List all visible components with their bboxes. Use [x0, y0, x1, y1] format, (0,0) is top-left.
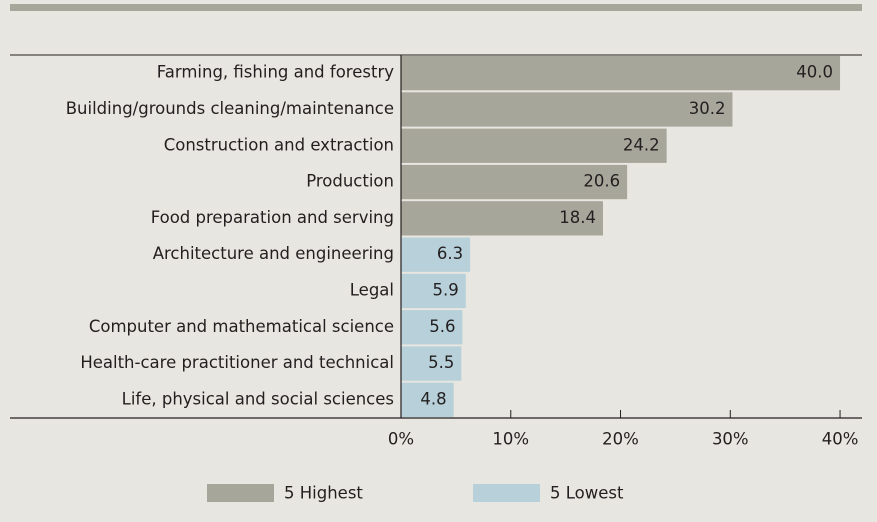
category-label: Construction and extraction: [164, 135, 394, 154]
value-label: 20.6: [583, 172, 620, 191]
category-label: Production: [306, 172, 394, 191]
x-tick-label: 10%: [492, 430, 529, 449]
legend-label: 5 Highest: [284, 484, 363, 503]
value-label: 5.6: [429, 317, 455, 336]
value-label: 4.8: [420, 389, 446, 408]
value-label: 40.0: [796, 63, 833, 82]
category-label: Building/grounds cleaning/maintenance: [66, 99, 394, 118]
x-tick-label: 0%: [388, 430, 414, 449]
category-label: Farming, fishing and forestry: [157, 63, 394, 82]
category-label: Legal: [350, 280, 394, 299]
header-bar: [10, 4, 862, 11]
category-label: Computer and mathematical science: [89, 317, 394, 336]
value-label: 5.5: [428, 353, 454, 372]
category-label: Architecture and engineering: [153, 244, 394, 263]
value-label: 6.3: [437, 244, 463, 263]
x-tick-label: 40%: [822, 430, 859, 449]
value-label: 5.9: [433, 280, 459, 299]
category-label: Health-care practitioner and technical: [80, 353, 394, 372]
value-label: 18.4: [559, 208, 596, 227]
value-label: 30.2: [689, 99, 726, 118]
legend-swatch: [473, 484, 540, 502]
x-tick-label: 20%: [602, 430, 639, 449]
bar: [401, 273, 466, 309]
x-tick-label: 30%: [712, 430, 749, 449]
value-label: 24.2: [623, 135, 660, 154]
bar: [401, 92, 733, 127]
category-label: Life, physical and social sciences: [122, 389, 394, 408]
category-label: Food preparation and serving: [151, 208, 394, 227]
bar: [401, 346, 462, 381]
bar: [401, 164, 628, 200]
legend-swatch: [207, 484, 274, 502]
bar: [401, 128, 667, 163]
bar: [401, 237, 471, 272]
bar: [401, 201, 603, 236]
bar: [401, 382, 454, 417]
legend-label: 5 Lowest: [550, 484, 624, 503]
bar: [401, 310, 463, 345]
bar: [401, 56, 841, 91]
